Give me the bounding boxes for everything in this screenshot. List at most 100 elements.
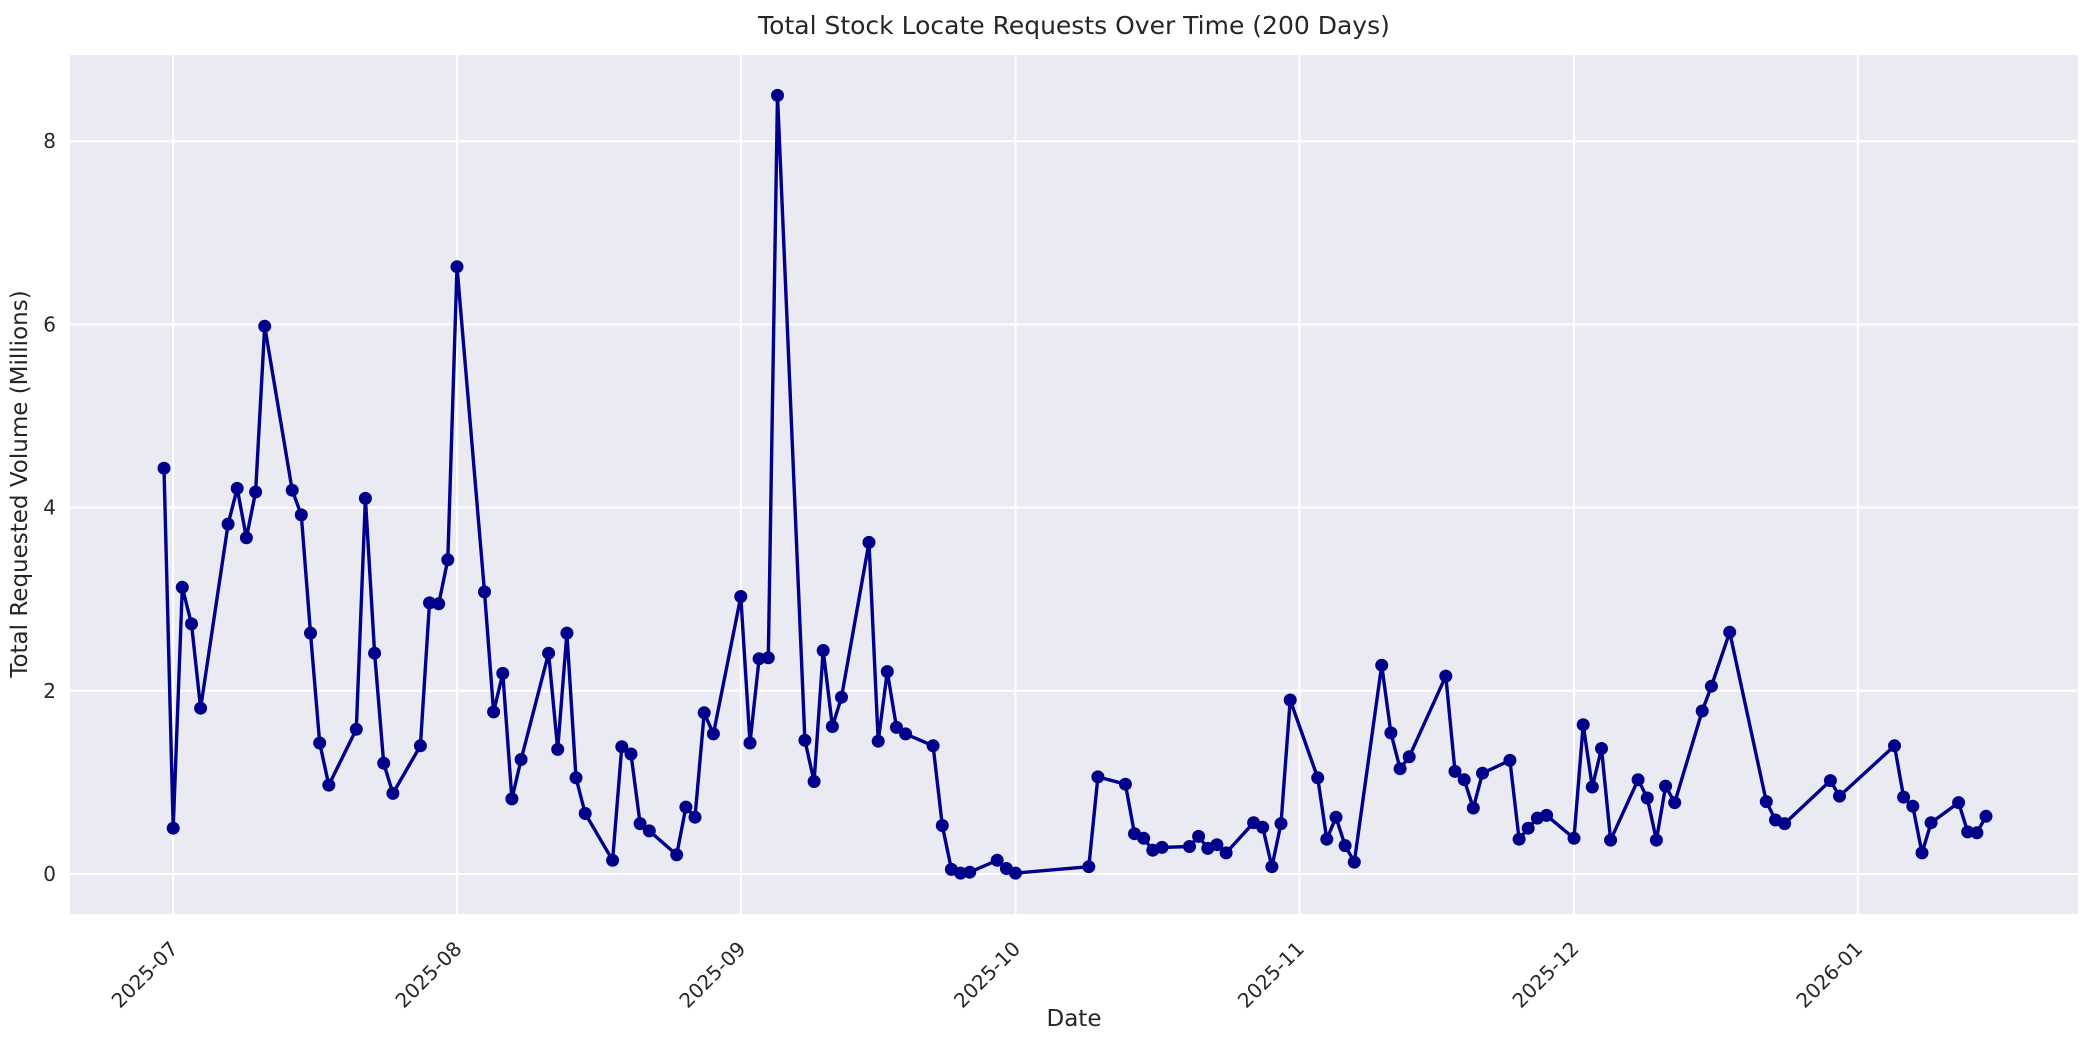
data-point (1311, 771, 1325, 785)
data-point (1347, 855, 1361, 869)
data-point (542, 646, 556, 660)
data-point (285, 483, 299, 497)
data-point (478, 585, 491, 599)
data-point (258, 319, 272, 333)
data-point (1833, 789, 1846, 803)
data-point (358, 491, 372, 505)
data-point (1466, 801, 1480, 815)
data-point (304, 626, 317, 640)
data-point (1540, 808, 1554, 822)
data-point (1924, 816, 1938, 830)
data-point (890, 720, 903, 734)
plot-area (70, 55, 2078, 914)
x-axis-label: Date (1047, 1006, 1102, 1032)
data-point (1183, 840, 1196, 853)
data-point (633, 817, 647, 831)
data-point (990, 853, 1004, 867)
data-point (175, 580, 189, 594)
data-point (1082, 860, 1096, 874)
x-tick-label: 2025-11 (1233, 937, 1309, 1013)
data-point (1668, 796, 1682, 810)
series-layer (157, 88, 1993, 880)
data-point (1402, 750, 1416, 764)
chart-title: Total Stock Locate Requests Over Time (2… (757, 11, 1390, 40)
data-point (1155, 840, 1169, 854)
data-point (1521, 821, 1535, 835)
data-point (1759, 795, 1773, 809)
data-point (578, 807, 592, 820)
data-point (1457, 773, 1471, 787)
data-point (432, 597, 446, 611)
x-tick-label: 2025-10 (949, 937, 1025, 1013)
data-point (1952, 796, 1966, 810)
x-tick-label: 2025-12 (1507, 937, 1583, 1013)
data-point (1970, 826, 1984, 840)
data-point (688, 810, 702, 824)
data-point (1723, 625, 1737, 639)
data-point (1659, 779, 1673, 793)
data-point (1118, 777, 1132, 791)
data-point (1915, 846, 1929, 860)
data-point (1274, 817, 1288, 831)
data-point (807, 775, 821, 788)
data-point (221, 517, 235, 531)
data-point (1137, 831, 1151, 845)
data-point (1329, 810, 1343, 824)
data-point (1576, 718, 1590, 732)
data-point (615, 740, 629, 754)
data-point (1265, 860, 1279, 874)
data-point (450, 260, 464, 274)
data-point (1897, 790, 1911, 804)
data-point (1439, 669, 1453, 683)
data-point (1384, 726, 1398, 740)
data-point (194, 701, 208, 715)
data-point (935, 819, 949, 832)
x-tick-label: 2025-07 (107, 937, 183, 1013)
data-point (1009, 866, 1022, 880)
data-point (441, 553, 455, 567)
data-point (743, 736, 757, 750)
data-point (1640, 791, 1654, 805)
data-point (496, 666, 510, 680)
y-tick-label: 0 (43, 862, 56, 886)
data-point (963, 865, 977, 879)
data-point (899, 727, 913, 741)
data-point (1704, 679, 1718, 693)
data-point (862, 535, 876, 549)
data-point (1256, 820, 1270, 834)
data-point (1219, 846, 1233, 860)
grid-layer (70, 55, 2078, 914)
data-point (1695, 704, 1709, 718)
data-point (1649, 833, 1663, 847)
data-point (624, 747, 638, 761)
data-point (835, 690, 848, 704)
data-point (1448, 764, 1462, 778)
data-point (670, 848, 684, 862)
data-point (157, 461, 171, 475)
data-point (880, 665, 894, 679)
data-point (166, 821, 180, 835)
data-point (560, 626, 574, 640)
data-point (322, 778, 336, 792)
data-point (1375, 658, 1389, 672)
data-point (1512, 832, 1526, 846)
data-point (386, 786, 400, 800)
data-point (1595, 742, 1608, 755)
data-point (871, 734, 885, 748)
data-point (313, 736, 327, 750)
data-point (413, 739, 427, 753)
data-point (487, 705, 501, 719)
data-point (798, 733, 812, 747)
data-point (1091, 770, 1105, 784)
data-point (1393, 762, 1407, 776)
data-point (1338, 839, 1352, 853)
x-tick-label: 2026-01 (1791, 937, 1867, 1013)
data-point (569, 771, 583, 785)
data-point (1503, 753, 1517, 767)
data-point (294, 508, 308, 522)
data-point (551, 742, 565, 756)
data-point (249, 485, 263, 499)
data-point (642, 824, 656, 838)
